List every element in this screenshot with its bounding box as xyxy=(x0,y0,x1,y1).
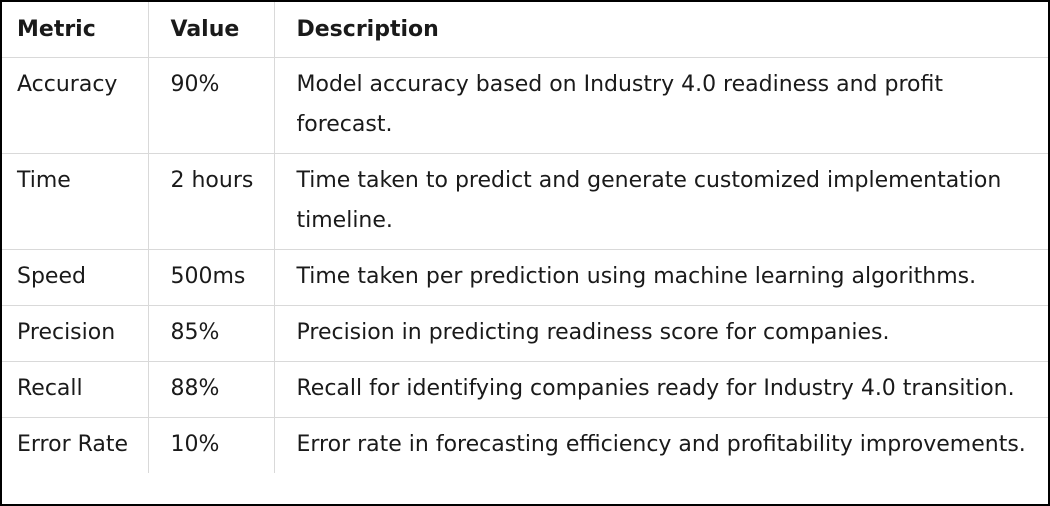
column-header-metric: Metric xyxy=(17,17,96,42)
description-cell: Recall for identifying companies ready f… xyxy=(273,361,1048,418)
column-header-description: Description xyxy=(273,2,1048,58)
value-cell: 2 hours xyxy=(147,153,274,250)
description-cell: Precision in predicting readiness score … xyxy=(273,305,1048,362)
table-row: Time 2 hours Time taken to predict and g… xyxy=(2,153,1048,250)
metric-cell: Accuracy xyxy=(2,57,148,154)
table-row: Speed 500ms Time taken per prediction us… xyxy=(2,249,1048,306)
table-row: Error Rate 10% Error rate in forecasting… xyxy=(2,417,1048,473)
description-cell: Model accuracy based on Industry 4.0 rea… xyxy=(273,57,1048,154)
column-header-value: Value xyxy=(147,2,274,58)
description-cell: Time taken to predict and generate custo… xyxy=(273,153,1048,250)
table-row: Precision 85% Precision in predicting re… xyxy=(2,305,1048,362)
metric-cell: Precision xyxy=(2,305,148,362)
value-cell: 500ms xyxy=(147,249,274,306)
value-cell: 85% xyxy=(147,305,274,362)
table-row: Recall 88% Recall for identifying compan… xyxy=(2,361,1048,418)
value-cell: 90% xyxy=(147,57,274,154)
metrics-table: Metric Value Description Accuracy 90% Mo… xyxy=(2,2,1048,473)
description-cell: Error rate in forecasting efficiency and… xyxy=(273,417,1048,473)
description-cell: Time taken per prediction using machine … xyxy=(273,249,1048,306)
metric-cell: Recall xyxy=(2,361,148,418)
value-cell: 88% xyxy=(147,361,274,418)
metric-cell: Error Rate xyxy=(2,417,148,473)
table-row: Accuracy 90% Model accuracy based on Ind… xyxy=(2,57,1048,154)
table-header-row: Metric Value Description xyxy=(2,2,1048,58)
metric-cell: Speed xyxy=(2,249,148,306)
value-cell: 10% xyxy=(147,417,274,473)
metric-cell: Time xyxy=(2,153,148,250)
